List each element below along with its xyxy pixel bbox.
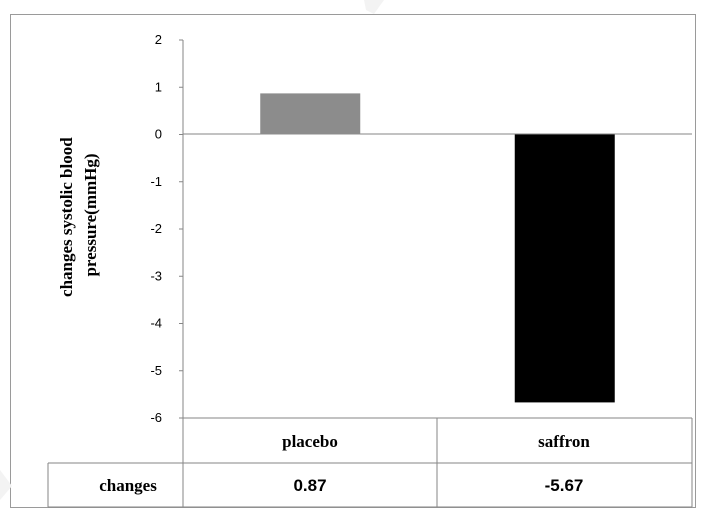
value-label-placebo: 0.87 [293,476,326,495]
category-label-placebo: placebo [282,432,338,451]
category-label-saffron: saffron [538,432,590,451]
y-ticks-group: 2 1 0 -1 -2 -3 -4 -5 -6 [150,32,183,425]
value-label-saffron: -5.67 [545,476,584,495]
y-axis-title: changes systolic blood pressure(mmHg) [57,133,100,297]
y-axis-title-line-2: pressure(mmHg) [81,153,100,276]
y-axis-title-line-1: changes systolic blood [57,137,76,297]
y-tick-label: -6 [150,410,162,425]
data-table [47,417,693,508]
y-tick-label: -5 [150,363,162,378]
y-tick-label: -4 [150,316,162,331]
y-tick-label: -1 [150,174,162,189]
y-tick-label: -3 [150,268,162,283]
series-name-changes: changes [99,476,157,495]
y-tick-label: -2 [150,221,162,236]
y-tick-label: 0 [155,127,162,142]
bars-group [260,93,615,403]
bar-saffron [514,134,615,403]
bar-placebo [260,93,361,135]
y-tick-label: 2 [155,32,162,47]
y-tick-label: 1 [155,79,162,94]
